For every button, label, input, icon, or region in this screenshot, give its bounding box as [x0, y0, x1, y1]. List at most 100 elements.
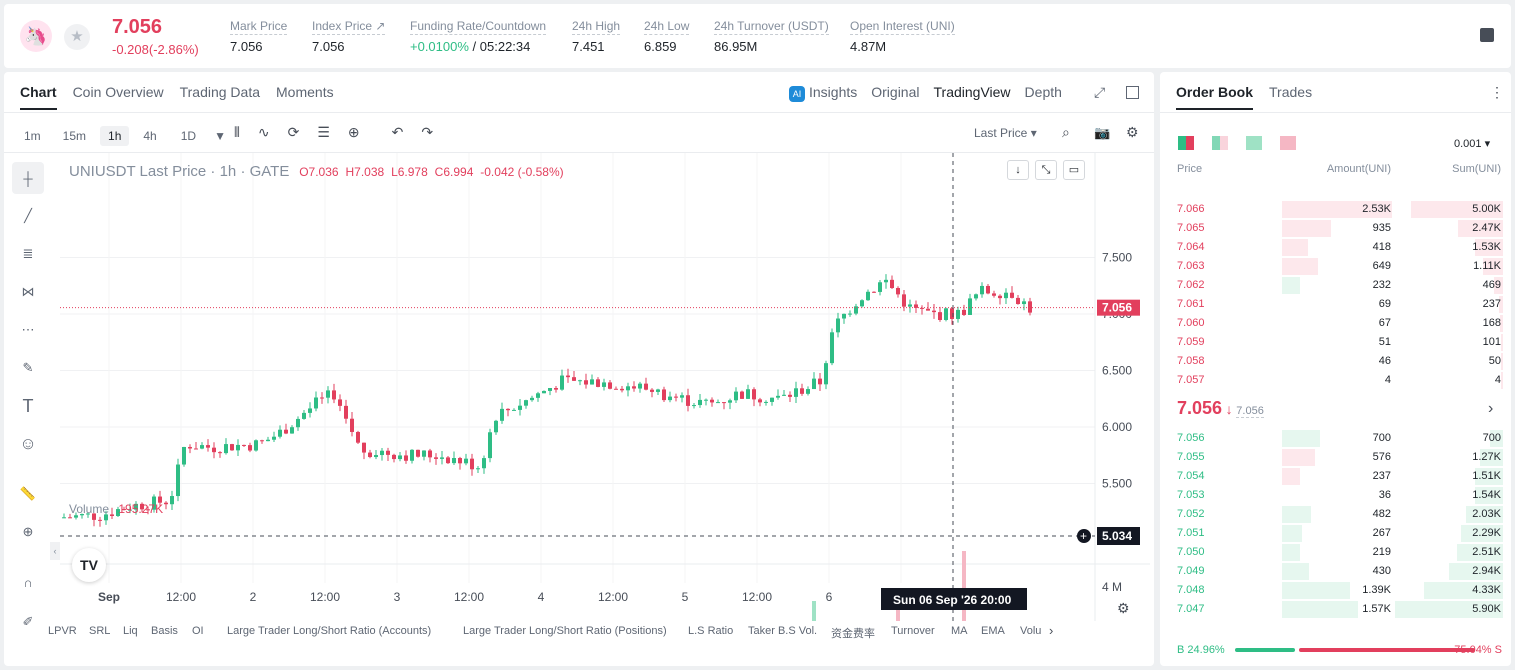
fullscreen-icon[interactable]: ▭ — [1063, 160, 1085, 180]
view-original[interactable]: Original — [871, 84, 920, 100]
notebook-icon[interactable] — [1480, 28, 1494, 42]
view-tradingview[interactable]: TradingView — [933, 84, 1011, 100]
brush-icon[interactable]: ✎ — [22, 360, 34, 375]
interval-1h[interactable]: 1h — [100, 126, 130, 146]
view-insights[interactable]: AI Insights — [789, 84, 857, 102]
ask-row[interactable]: 7.061 69 237 — [1160, 295, 1511, 314]
chevron-right-icon[interactable]: › — [1049, 623, 1054, 638]
collapse-icon[interactable]: ⤡ — [1035, 160, 1057, 180]
tab-trading-data[interactable]: Trading Data — [179, 84, 261, 100]
bids-only-icon[interactable] — [1212, 136, 1228, 150]
emoji-icon[interactable]: ☺ — [19, 434, 37, 453]
ask-row[interactable]: 7.064 418 1.53K — [1160, 238, 1511, 257]
indicator-3[interactable]: Basis — [151, 625, 178, 637]
favorite-star-icon[interactable]: ★ — [64, 24, 90, 50]
price-source-select[interactable]: Last Price ▾ — [974, 126, 1037, 140]
asks-only-icon[interactable] — [1246, 136, 1262, 150]
indicator-12[interactable]: EMA — [981, 625, 1005, 637]
indicator-6[interactable]: Large Trader Long/Short Ratio (Positions… — [463, 625, 667, 637]
ask-row[interactable]: 7.063 649 1.11K — [1160, 257, 1511, 276]
templates-icon[interactable]: ☰ — [317, 124, 330, 140]
fib-retracement-icon[interactable]: ≣ — [22, 246, 34, 261]
bid-row[interactable]: 7.050 219 2.51K — [1160, 543, 1511, 562]
candle — [512, 409, 516, 411]
pencil-lock-icon[interactable]: ✐ — [22, 614, 34, 629]
bid-row[interactable]: 7.054 237 1.51K — [1160, 467, 1511, 486]
tab-order-book[interactable]: Order Book — [1176, 84, 1254, 110]
bid-row[interactable]: 7.053 36 1.54K — [1160, 486, 1511, 505]
indicators-icon[interactable]: ∿ — [257, 124, 270, 140]
zoom-in-icon[interactable]: ⊕ — [22, 524, 34, 539]
indicator-0[interactable]: LPVR — [48, 625, 77, 637]
bid-row[interactable]: 7.052 482 2.03K — [1160, 505, 1511, 524]
candle — [704, 399, 708, 401]
indicator-8[interactable]: Taker B.S Vol. — [748, 625, 818, 637]
text-tool-icon[interactable]: T — [22, 395, 34, 416]
tab-coin-overview[interactable]: Coin Overview — [72, 84, 164, 100]
bid-row[interactable]: 7.049 430 2.94K — [1160, 562, 1511, 581]
candle-type-icon[interactable]: ⫴ — [234, 124, 240, 140]
indicator-13[interactable]: Volu — [1020, 625, 1042, 637]
interval-1d[interactable]: 1D — [180, 129, 197, 143]
camera-icon[interactable]: 📷 — [1094, 125, 1111, 140]
indicator-2[interactable]: Liq — [123, 625, 138, 637]
interval-4h[interactable]: 4h — [143, 129, 157, 143]
replay-icon[interactable]: ⟳ — [287, 124, 300, 140]
candle — [176, 464, 180, 497]
collapse-toolbar-icon[interactable]: ‹ — [50, 542, 60, 560]
goto-settings-icon[interactable]: ⚙ — [1117, 600, 1130, 616]
caret-down-icon[interactable]: ▼ — [214, 129, 226, 143]
magnet-icon[interactable]: ∩ — [23, 574, 33, 590]
chevron-right-icon[interactable]: › — [1488, 400, 1494, 417]
search-icon[interactable]: ⌕ — [1062, 124, 1070, 140]
redo-icon[interactable]: ↷ — [421, 124, 434, 140]
view-depth[interactable]: Depth — [1024, 84, 1062, 100]
gear-icon[interactable]: ⚙ — [1126, 124, 1139, 140]
bid-row[interactable]: 7.051 267 2.29K — [1160, 524, 1511, 543]
window-icon[interactable] — [1126, 86, 1139, 99]
scroll-down-icon[interactable]: ↓ — [1007, 160, 1029, 180]
crosshair-icon[interactable]: ┼ — [12, 162, 44, 194]
bid-row[interactable]: 7.055 576 1.27K — [1160, 448, 1511, 467]
add-order-icon[interactable] — [1077, 529, 1091, 543]
bid-row[interactable]: 7.048 1.39K 4.33K — [1160, 581, 1511, 600]
ask-row[interactable]: 7.058 46 50 — [1160, 352, 1511, 371]
candle — [296, 418, 300, 428]
trend-line-icon[interactable]: ╱ — [24, 208, 32, 223]
indicator-7[interactable]: L.S Ratio — [688, 625, 734, 637]
indicator-1[interactable]: SRL — [89, 625, 111, 637]
both-sides-icon[interactable] — [1178, 136, 1194, 150]
ask-row[interactable]: 7.062 232 469 — [1160, 276, 1511, 295]
ask-row[interactable]: 7.057 4 4 — [1160, 371, 1511, 390]
interval-1m[interactable]: 1m — [24, 129, 41, 143]
indicator-9[interactable]: 资金费率 — [831, 628, 875, 640]
price-chart[interactable]: 7.5007.0006.5006.0005.500Sep12:00212:003… — [60, 153, 1150, 621]
expand-icon[interactable]: ⤢ — [1094, 84, 1106, 100]
tab-trades[interactable]: Trades — [1269, 84, 1313, 100]
gann-icon[interactable]: ⋯ — [21, 322, 35, 337]
asks-view-icon[interactable] — [1280, 136, 1296, 150]
ask-row[interactable]: 7.065 935 2.47K — [1160, 219, 1511, 238]
candle — [932, 310, 936, 313]
ask-row[interactable]: 7.066 2.53K 5.00K — [1160, 200, 1511, 219]
ask-row[interactable]: 7.060 67 168 — [1160, 314, 1511, 333]
bid-row[interactable]: 7.056 700 700 — [1160, 429, 1511, 448]
indicator-11[interactable]: MA — [951, 625, 968, 637]
tab-moments[interactable]: Moments — [276, 84, 334, 100]
ask-row[interactable]: 7.059 51 101 — [1160, 333, 1511, 352]
precision-select[interactable]: 0.001 ▾ — [1454, 138, 1491, 150]
row-sum: 1.51K — [1472, 470, 1501, 482]
tab-chart[interactable]: Chart — [20, 84, 57, 110]
undo-icon[interactable]: ↶ — [391, 124, 404, 140]
interval-15m[interactable]: 15m — [62, 129, 87, 143]
indicator-10[interactable]: Turnover — [891, 625, 935, 637]
add-alert-icon[interactable]: ⊕ — [347, 124, 360, 140]
ruler-icon[interactable]: 📏 — [19, 486, 37, 501]
indicator-5[interactable]: Large Trader Long/Short Ratio (Accounts) — [227, 625, 432, 637]
buy-sell-ratio: B 24.96% 75.04% S — [1177, 644, 1502, 656]
bid-row[interactable]: 7.047 1.57K 5.90K — [1160, 600, 1511, 619]
index-price-stat[interactable]: Index Price ↗ 7.056 — [312, 19, 386, 54]
more-icon[interactable]: ⋮ — [1490, 84, 1504, 100]
indicator-4[interactable]: OI — [192, 625, 204, 637]
pattern-icon[interactable]: ⋈ — [21, 284, 35, 299]
